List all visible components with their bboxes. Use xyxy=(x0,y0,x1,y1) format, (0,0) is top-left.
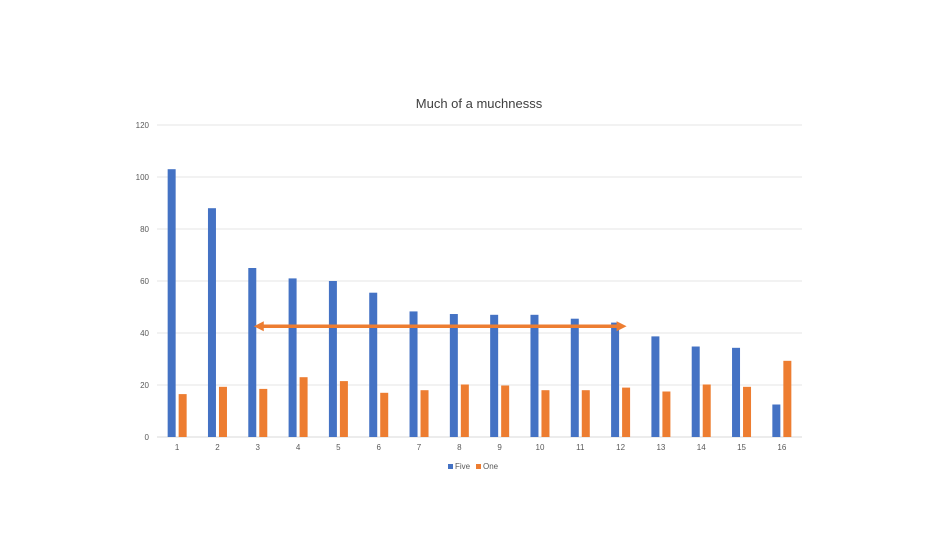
bar-one-14 xyxy=(702,384,711,437)
x-tick-label: 15 xyxy=(737,443,746,452)
bar-five-3 xyxy=(248,268,257,437)
bar-one-8 xyxy=(460,384,469,437)
arrow-head-right xyxy=(616,321,627,332)
chart-title: Much of a muchnesss xyxy=(416,96,543,111)
bar-five-15 xyxy=(732,347,741,437)
bar-one-10 xyxy=(541,390,550,437)
annotation xyxy=(253,321,627,332)
x-tick-label: 12 xyxy=(616,443,625,452)
bar-five-2 xyxy=(207,208,216,437)
bar-one-13 xyxy=(662,391,671,437)
bar-five-14 xyxy=(691,346,700,437)
x-tick-label: 16 xyxy=(777,443,786,452)
x-tick-label: 9 xyxy=(497,443,502,452)
bars xyxy=(167,169,792,437)
bar-one-9 xyxy=(501,385,510,437)
bar-one-7 xyxy=(420,390,429,437)
x-tick-label: 3 xyxy=(256,443,261,452)
x-axis-tick-labels: 1 2 3 4 5 6 7 8 9 10 11 12 13 14 15 16 xyxy=(175,443,787,452)
x-tick-label: 14 xyxy=(697,443,706,452)
bar-one-12 xyxy=(622,387,631,437)
arrow-head-left xyxy=(253,321,264,332)
bar-one-1 xyxy=(178,394,187,437)
bar-five-13 xyxy=(651,336,660,437)
bar-one-4 xyxy=(299,377,308,437)
bar-five-12 xyxy=(611,322,620,437)
bar-one-11 xyxy=(581,390,590,437)
bar-five-10 xyxy=(530,314,539,437)
x-tick-label: 7 xyxy=(417,443,422,452)
legend: Five One xyxy=(448,462,499,471)
bar-five-9 xyxy=(490,314,499,437)
x-tick-label: 4 xyxy=(296,443,301,452)
x-tick-label: 6 xyxy=(376,443,381,452)
y-tick-label: 40 xyxy=(140,329,149,338)
bar-five-8 xyxy=(449,314,458,437)
bar-one-6 xyxy=(380,392,389,437)
y-tick-label: 60 xyxy=(140,277,149,286)
y-axis-tick-labels: 0 20 40 60 80 100 120 xyxy=(136,121,150,442)
x-tick-label: 11 xyxy=(576,443,585,452)
bar-five-6 xyxy=(369,292,378,437)
bar-one-5 xyxy=(339,381,348,437)
x-tick-label: 8 xyxy=(457,443,462,452)
x-tick-label: 10 xyxy=(536,443,545,452)
bar-one-3 xyxy=(259,388,268,437)
y-tick-label: 120 xyxy=(136,121,150,130)
y-tick-label: 20 xyxy=(140,381,149,390)
y-tick-label: 100 xyxy=(136,173,150,182)
x-tick-label: 5 xyxy=(336,443,341,452)
x-tick-label: 13 xyxy=(656,443,665,452)
y-tick-label: 80 xyxy=(140,225,149,234)
bar-one-16 xyxy=(783,360,792,437)
x-tick-label: 1 xyxy=(175,443,180,452)
legend-label-one: One xyxy=(483,462,499,471)
bar-five-1 xyxy=(167,169,176,437)
gridlines xyxy=(157,124,802,438)
legend-label-five: Five xyxy=(455,462,471,471)
bar-five-4 xyxy=(288,278,297,437)
legend-swatch-five xyxy=(448,464,453,469)
x-tick-label: 2 xyxy=(215,443,220,452)
bar-one-2 xyxy=(218,386,227,437)
bar-one-15 xyxy=(743,386,752,437)
bar-five-7 xyxy=(409,311,418,437)
legend-swatch-one xyxy=(476,464,481,469)
bar-five-16 xyxy=(772,404,781,437)
bar-five-5 xyxy=(328,281,337,437)
bar-five-11 xyxy=(570,318,579,437)
y-tick-label: 0 xyxy=(145,433,150,442)
